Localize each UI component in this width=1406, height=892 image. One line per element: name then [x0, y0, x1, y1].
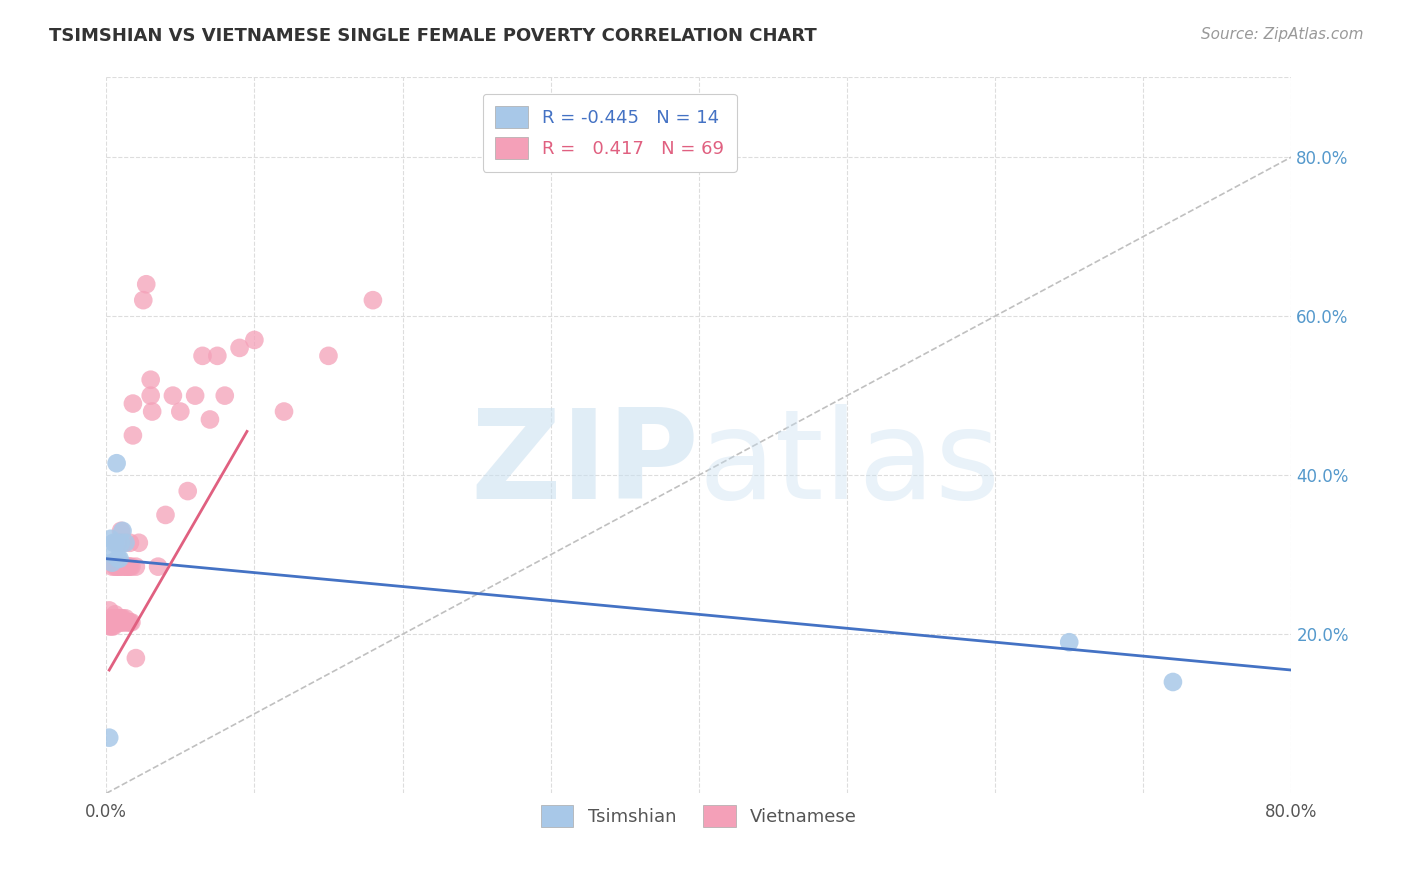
Point [111, 615, 134, 630]
Point [115, 615, 138, 630]
Point [108, 611, 131, 625]
Point [110, 524, 132, 538]
Point [118, 535, 141, 549]
Point [184, 389, 207, 403]
Point [114, 535, 136, 549]
Point [214, 389, 236, 403]
Point [169, 404, 191, 418]
Text: ZIP: ZIP [470, 403, 699, 524]
Point [122, 428, 145, 442]
Point [105, 456, 128, 470]
Point [104, 535, 127, 549]
Point [122, 396, 145, 410]
Point [107, 559, 129, 574]
Point [112, 535, 135, 549]
Point [273, 404, 295, 418]
Point [107, 615, 129, 630]
Point [100, 611, 122, 625]
Point [107, 611, 129, 625]
Point [107, 551, 129, 566]
Point [118, 615, 141, 630]
Point [112, 615, 135, 630]
Legend: Tsimshian, Vietnamese: Tsimshian, Vietnamese [533, 798, 865, 834]
Point [103, 611, 125, 625]
Point [108, 551, 131, 566]
Point [103, 619, 125, 633]
Point [120, 615, 142, 630]
Point [110, 611, 132, 625]
Point [110, 615, 132, 630]
Point [115, 559, 138, 574]
Point [243, 333, 266, 347]
Point [228, 341, 250, 355]
Point [110, 535, 132, 549]
Text: Source: ZipAtlas.com: Source: ZipAtlas.com [1201, 27, 1364, 42]
Point [128, 535, 150, 549]
Point [114, 559, 136, 574]
Point [125, 651, 148, 665]
Point [100, 619, 122, 633]
Point [107, 535, 129, 549]
Point [207, 349, 229, 363]
Text: atlas: atlas [699, 403, 1001, 524]
Point [155, 508, 177, 522]
Point [101, 556, 124, 570]
Point [361, 293, 384, 308]
Point [101, 619, 124, 633]
Point [139, 373, 162, 387]
Point [177, 484, 200, 499]
Point [104, 559, 127, 574]
Point [100, 532, 122, 546]
Point [105, 535, 128, 549]
Point [98, 603, 121, 617]
Point [135, 277, 157, 292]
Point [111, 611, 134, 625]
Text: TSIMSHIAN VS VIETNAMESE SINGLE FEMALE POVERTY CORRELATION CHART: TSIMSHIAN VS VIETNAMESE SINGLE FEMALE PO… [49, 27, 817, 45]
Point [105, 611, 128, 625]
Point [103, 548, 125, 562]
Point [104, 615, 127, 630]
Point [112, 559, 135, 574]
Point [103, 535, 125, 549]
Point [110, 559, 132, 574]
Point [104, 607, 127, 622]
Point [108, 559, 131, 574]
Point [117, 559, 139, 574]
Point [1161, 675, 1184, 690]
Point [114, 611, 136, 625]
Point [103, 615, 125, 630]
Point [105, 615, 128, 630]
Point [98, 619, 121, 633]
Point [318, 349, 340, 363]
Point [146, 559, 169, 574]
Point [111, 524, 134, 538]
Point [1057, 635, 1080, 649]
Point [198, 412, 221, 426]
Point [125, 559, 148, 574]
Point [101, 559, 124, 574]
Point [98, 731, 121, 745]
Point [110, 535, 132, 549]
Point [191, 349, 214, 363]
Point [118, 559, 141, 574]
Point [141, 404, 163, 418]
Point [120, 559, 142, 574]
Point [162, 389, 184, 403]
Point [108, 615, 131, 630]
Point [139, 389, 162, 403]
Point [117, 615, 139, 630]
Point [132, 293, 155, 308]
Point [105, 559, 128, 574]
